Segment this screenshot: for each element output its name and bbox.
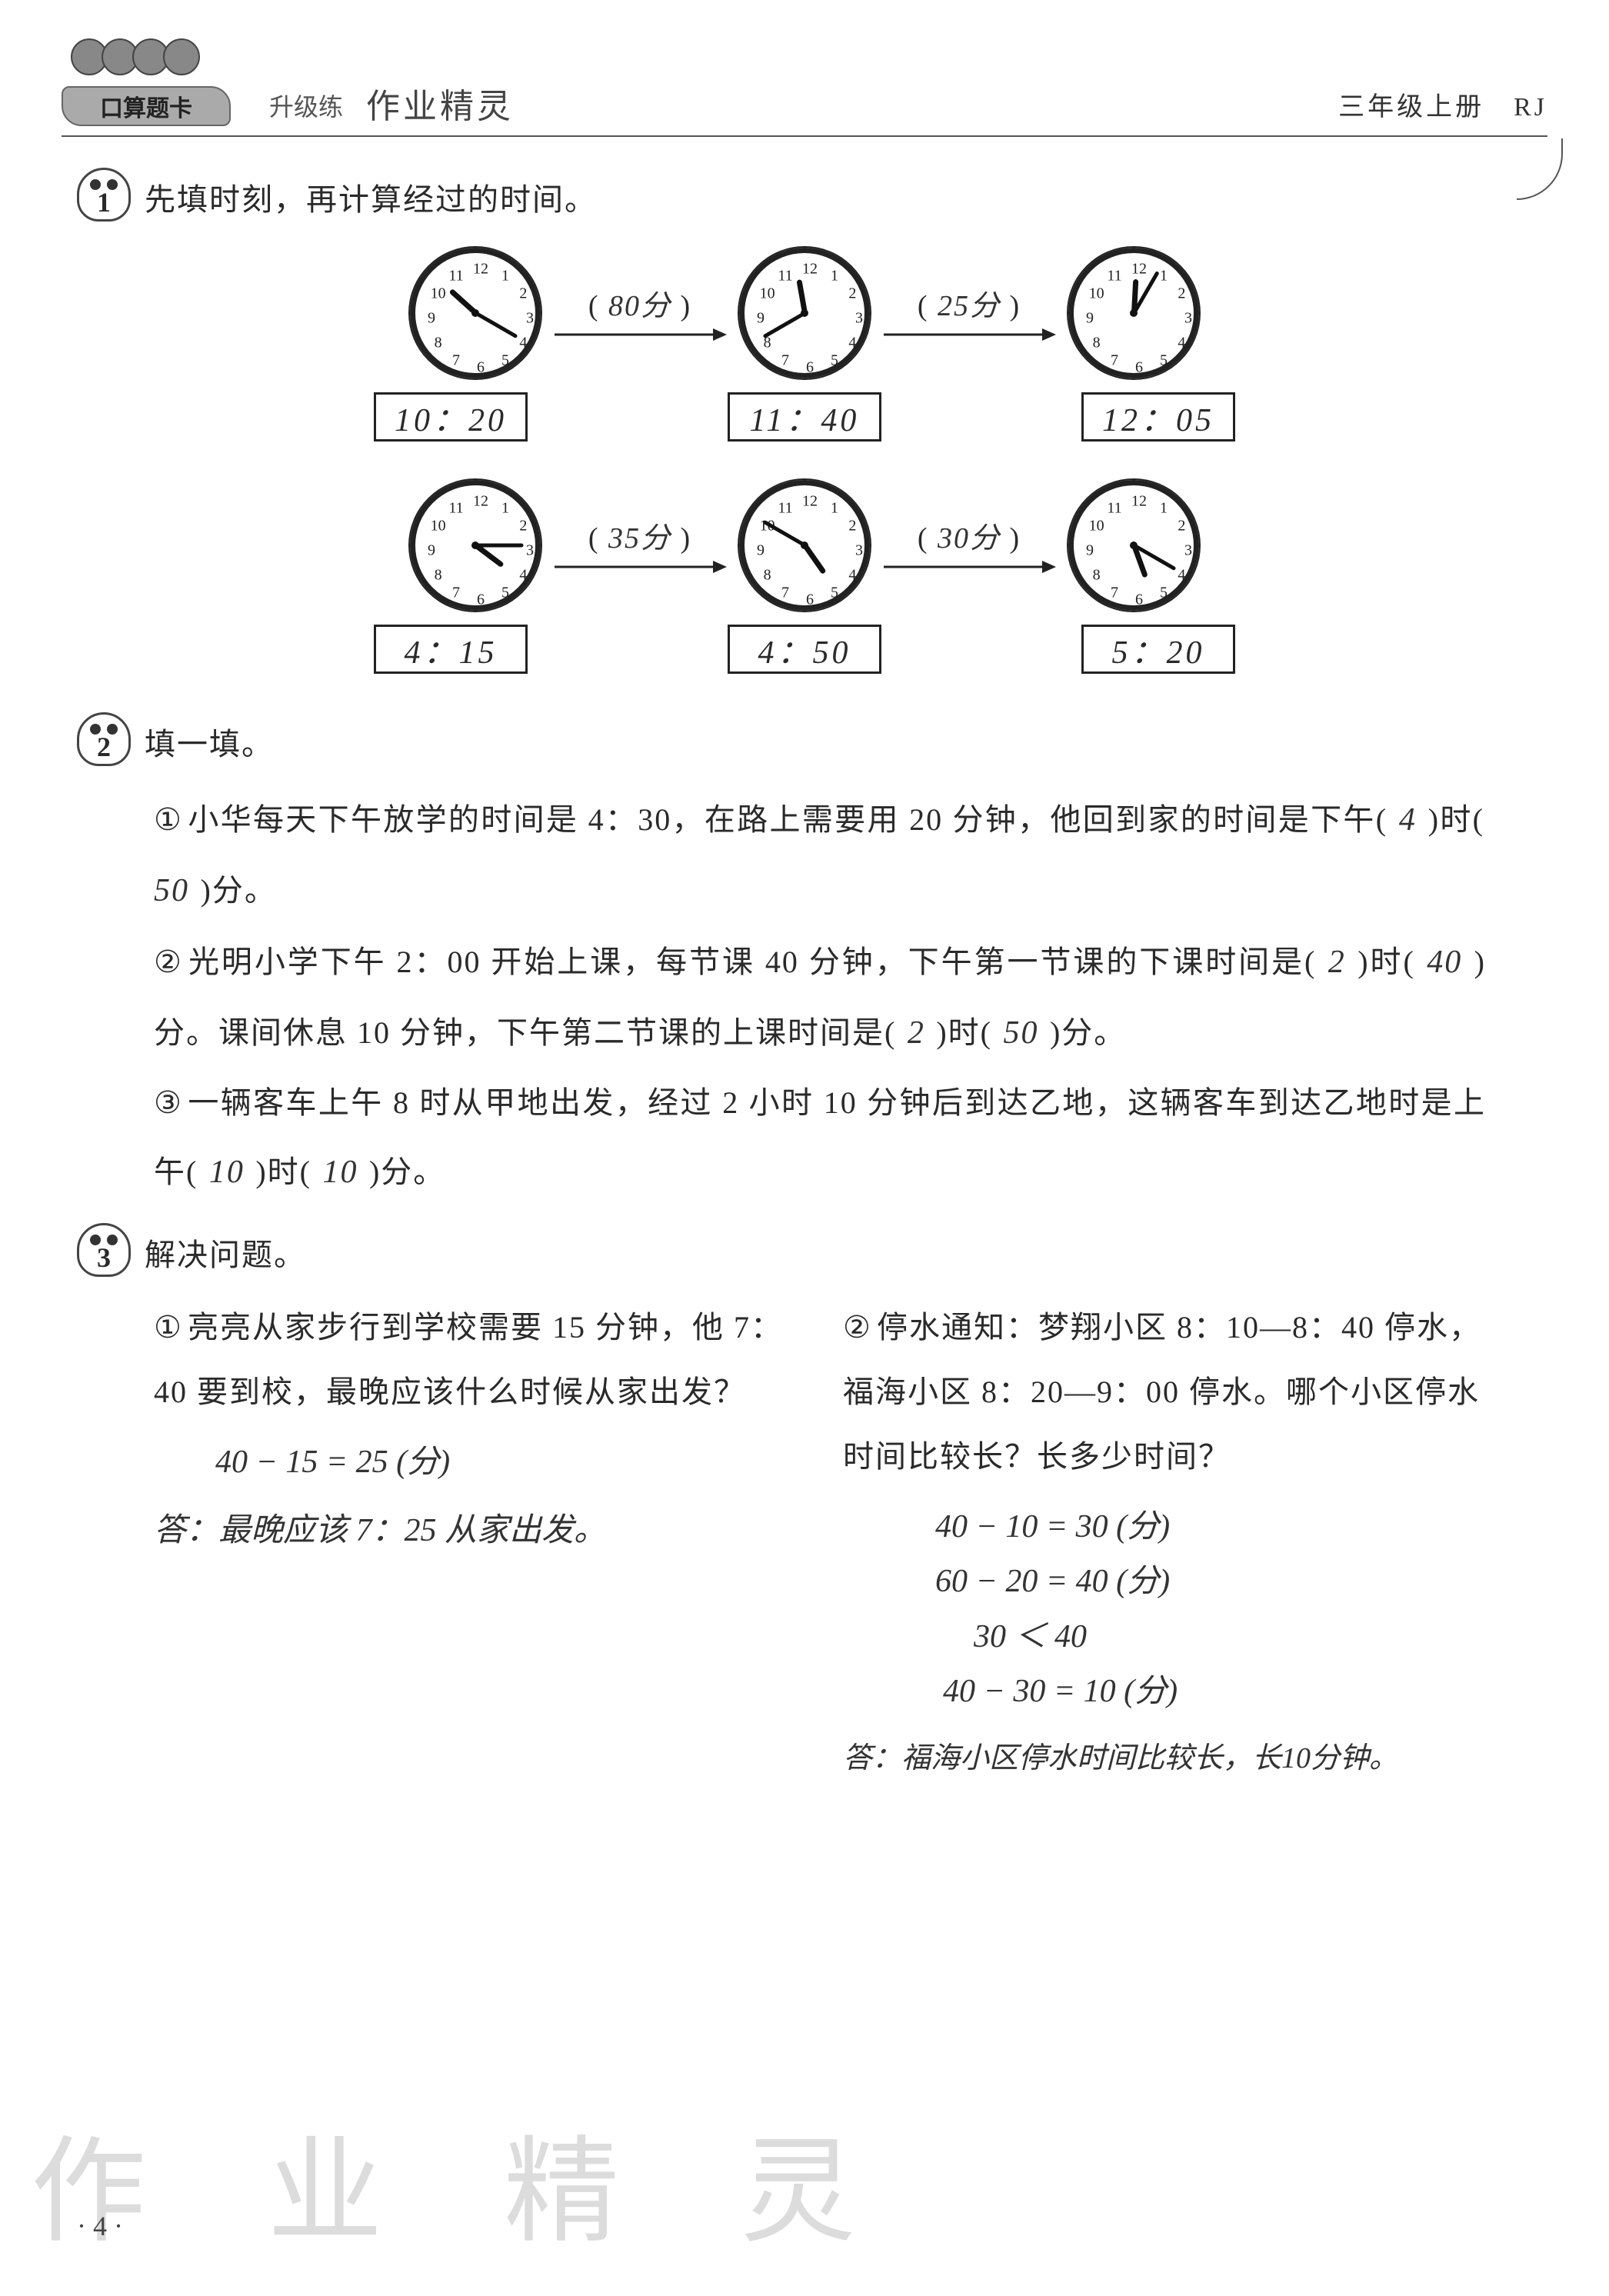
elapsed-arrow: ( 35分 ) bbox=[551, 514, 728, 578]
q3-problems: ①亮亮从家步行到学校需要 15 分钟，他 7：40 要到校，最晚应该什么时候从家… bbox=[154, 1295, 1486, 1776]
header-hand-title: 作业精灵 bbox=[366, 78, 514, 131]
q3-number-icon: 3 bbox=[77, 1223, 131, 1277]
elapsed-arrow: ( 80分 ) bbox=[551, 282, 728, 345]
clock: 121234567891011 bbox=[410, 480, 541, 611]
clock-row: 121234567891011( 80分 )121234567891011( 2… bbox=[62, 248, 1547, 378]
time-box-row: 10：20 11：40 12：05 bbox=[62, 392, 1547, 442]
q3-title: 解决问题。 bbox=[145, 1223, 306, 1280]
q2-list: ①小华每天下午放学的时间是 4：30，在路上需要用 20 分钟，他回到家的时间是… bbox=[154, 785, 1486, 1208]
clock: 121234567891011 bbox=[1068, 480, 1199, 611]
clock: 121234567891011 bbox=[739, 248, 870, 378]
time-answer-box: 11：40 bbox=[728, 392, 881, 442]
logo-banner-text: 口算题卡 bbox=[62, 86, 231, 126]
elapsed-arrow: ( 30分 ) bbox=[881, 514, 1058, 578]
header-curve bbox=[1517, 138, 1563, 200]
time-answer-box: 4：15 bbox=[374, 625, 528, 674]
page-header: 口算题卡 升级练 作业精灵 三年级上册 RJ bbox=[62, 38, 1547, 137]
q2-number-icon: 2 bbox=[77, 712, 131, 766]
q2-title: 填一填。 bbox=[145, 712, 274, 769]
clock: 121234567891011 bbox=[410, 248, 541, 378]
elapsed-arrow: ( 25分 ) bbox=[881, 282, 1058, 345]
q3-right-work1: 40 − 10 = 30 (分) bbox=[935, 1500, 1486, 1555]
q3-right: ②停水通知：梦翔小区 8：10—8：40 停水，福海小区 8：20—9：00 停… bbox=[843, 1295, 1486, 1776]
watermark: 作 业 精 灵 bbox=[31, 2098, 902, 2265]
q3-left: ①亮亮从家步行到学校需要 15 分钟，他 7：40 要到校，最晚应该什么时候从家… bbox=[154, 1295, 797, 1776]
q3-right-work3: 30 ＜ 40 bbox=[974, 1610, 1486, 1665]
q3-header: 3 解决问题。 bbox=[77, 1223, 1547, 1280]
q1-title: 先填时刻，再计算经过的时间。 bbox=[145, 168, 597, 225]
q3-right-work4: 40 − 30 = 10 (分) bbox=[943, 1665, 1486, 1719]
q1-header: 1 先填时刻，再计算经过的时间。 bbox=[77, 168, 1547, 225]
q3-left-answer: 答：最晚应该 7：25 从家出发。 bbox=[154, 1504, 797, 1551]
q1-clock-area: 121234567891011( 80分 )121234567891011( 2… bbox=[62, 248, 1547, 674]
q1-number-icon: 1 bbox=[77, 168, 131, 222]
q3-right-work2: 60 − 20 = 40 (分) bbox=[935, 1555, 1486, 1609]
time-answer-box: 5：20 bbox=[1081, 625, 1235, 674]
time-answer-box: 4：50 bbox=[728, 625, 881, 674]
page-number: · 4 · bbox=[77, 2210, 123, 2242]
time-answer-box: 12：05 bbox=[1081, 392, 1235, 442]
q3-left-work: 40 − 15 = 25 (分) bbox=[215, 1435, 797, 1490]
clock: 121234567891011 bbox=[739, 480, 870, 611]
fill-item: ③一辆客车上午 8 时从甲地出发，经过 2 小时 10 分钟后到达乙地，这辆客车… bbox=[154, 1069, 1486, 1208]
clock: 121234567891011 bbox=[1068, 248, 1199, 378]
logo: 口算题卡 bbox=[62, 38, 246, 131]
q2-header: 2 填一填。 bbox=[77, 712, 1547, 769]
fill-item: ②光明小学下午 2：00 开始上课，每节课 40 分钟，下午第一节课的下课时间是… bbox=[154, 927, 1486, 1069]
grade-label: 三年级上册 RJ bbox=[1338, 85, 1547, 131]
fill-item: ①小华每天下午放学的时间是 4：30，在路上需要用 20 分钟，他回到家的时间是… bbox=[154, 785, 1486, 927]
q3-right-answer: 答：福海小区停水时间比较长，长10分钟。 bbox=[843, 1734, 1486, 1776]
header-subtitle: 升级练 bbox=[269, 88, 343, 131]
time-answer-box: 10：20 bbox=[374, 392, 528, 442]
clock-row: 121234567891011( 35分 )121234567891011( 3… bbox=[62, 480, 1547, 611]
time-box-row: 4：15 4：50 5：20 bbox=[62, 625, 1547, 674]
